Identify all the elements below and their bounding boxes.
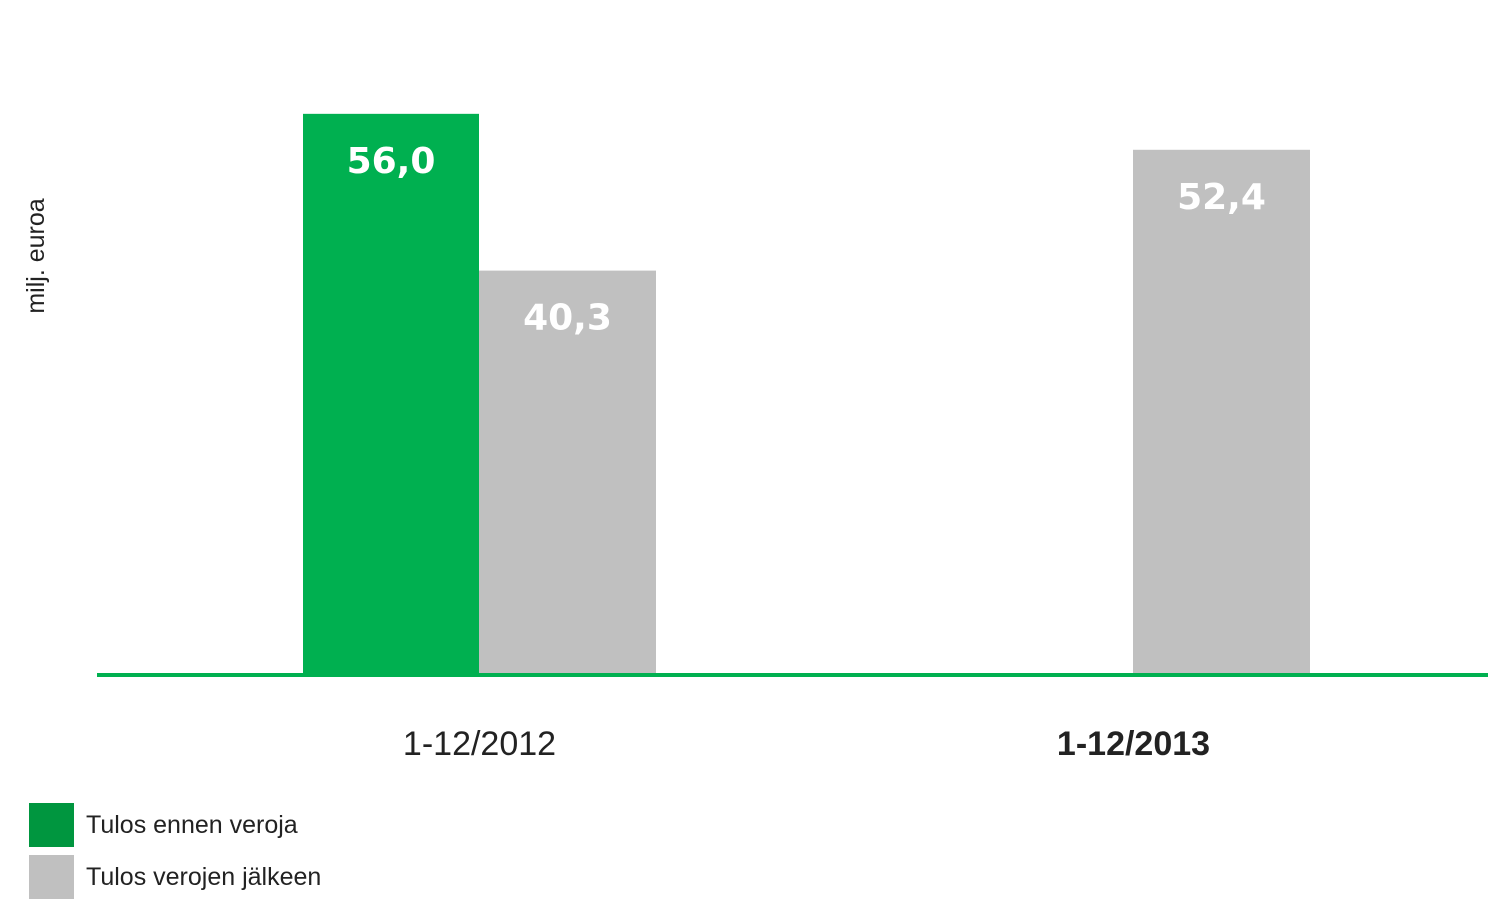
data-label-after-tax-1: 52,4 bbox=[1177, 177, 1266, 218]
x-tick-label-0: 1-12/2012 bbox=[403, 725, 556, 763]
bar-after-tax-1 bbox=[1133, 149, 1310, 673]
bar-before-tax-0 bbox=[303, 113, 479, 673]
legend-item-before-tax: Tulos ennen veroja bbox=[29, 803, 298, 847]
data-label-before-tax-0: 56,0 bbox=[347, 141, 436, 182]
legend-swatch-green bbox=[29, 803, 74, 847]
data-label-after-tax-0: 40,3 bbox=[523, 298, 612, 339]
legend-label-before-tax: Tulos ennen veroja bbox=[86, 810, 298, 839]
legend-label-after-tax: Tulos verojen jälkeen bbox=[86, 862, 322, 891]
bar-after-tax-0 bbox=[479, 270, 656, 673]
data-label-before-tax-1: 65,4 bbox=[1001, 0, 1090, 9]
x-tick-label-1: 1-12/2013 bbox=[1057, 725, 1210, 763]
legend-item-after-tax: Tulos verojen jälkeen bbox=[29, 855, 321, 899]
y-axis-label: milj. euroa bbox=[22, 198, 50, 313]
bar-chart: milj. euroa 56,0 40,3 65,4 52,4 1-12/2012 1-… bbox=[22, 0, 1488, 763]
legend-swatch-gray bbox=[29, 855, 74, 899]
